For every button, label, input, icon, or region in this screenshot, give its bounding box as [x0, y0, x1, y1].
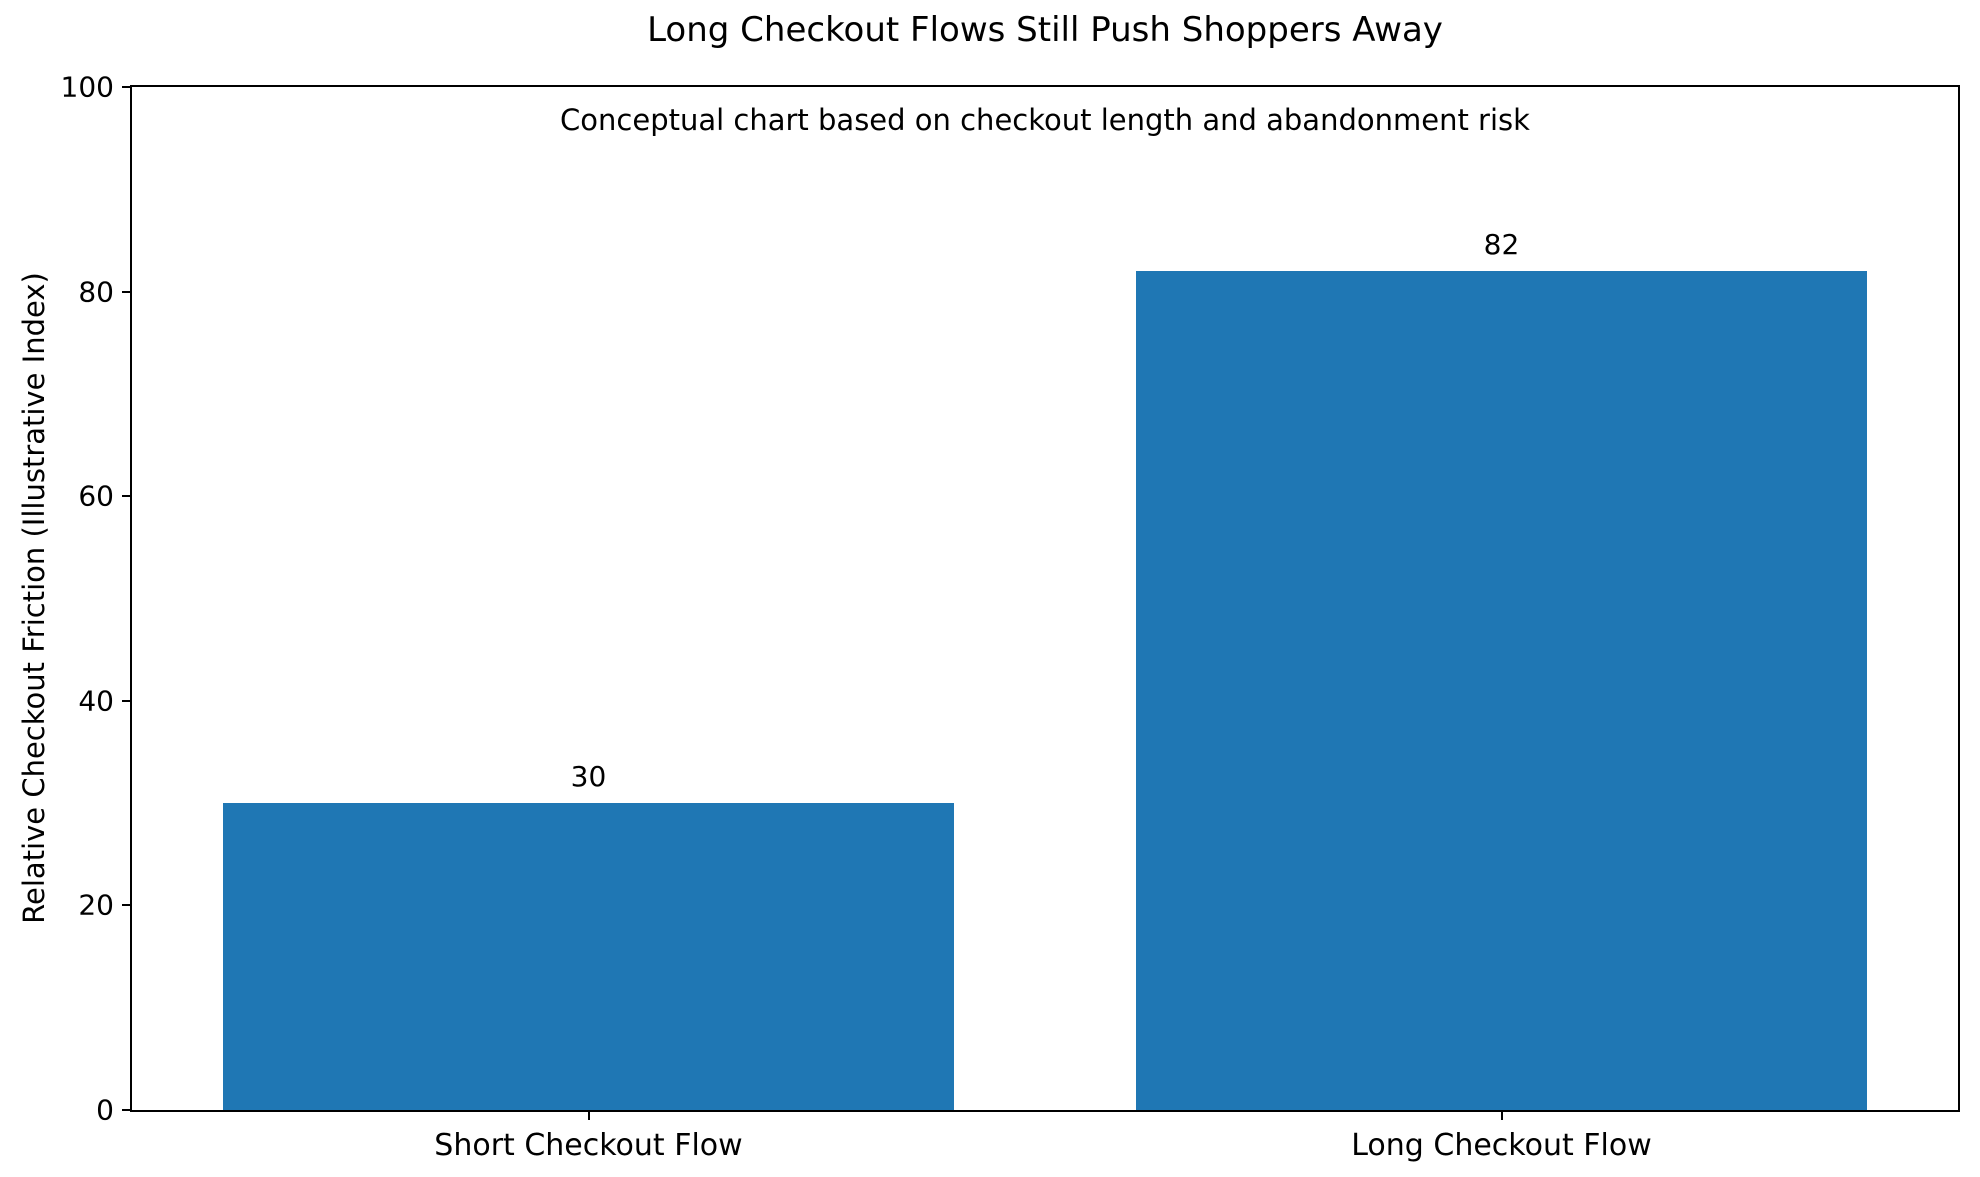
chart-title: Long Checkout Flows Still Push Shoppers … [647, 10, 1443, 50]
y-tick-label-40: 40 [78, 684, 114, 718]
y-tick-0 [122, 1109, 130, 1111]
y-tick-label-80: 80 [78, 275, 114, 309]
bar-value-label-1: 82 [1483, 228, 1520, 262]
y-tick-80 [122, 290, 130, 293]
bar-value-label-0: 30 [570, 760, 607, 794]
x-tick-1 [1500, 1112, 1503, 1120]
x-tick-label-0: Short Checkout Flow [434, 1128, 743, 1163]
x-tick-0 [587, 1112, 590, 1120]
y-tick-label-100: 100 [60, 70, 114, 104]
y-tick-label-0: 0 [96, 1093, 114, 1127]
y-tick-label-20: 20 [78, 888, 114, 922]
plot-area: Conceptual chart based on checkout lengt… [61, 71, 1960, 1163]
bar-0 [223, 803, 954, 1110]
bar-1 [1136, 271, 1867, 1110]
y-tick-label-60: 60 [78, 479, 114, 513]
y-tick-40 [122, 699, 130, 702]
y-tick-20 [122, 904, 130, 907]
x-tick-label-1: Long Checkout Flow [1351, 1128, 1652, 1163]
y-tick-100 [122, 86, 130, 88]
y-axis-label: Relative Checkout Friction (Illustrative… [17, 272, 51, 924]
y-tick-60 [122, 495, 130, 498]
chart-subtitle: Conceptual chart based on checkout lengt… [560, 103, 1530, 137]
